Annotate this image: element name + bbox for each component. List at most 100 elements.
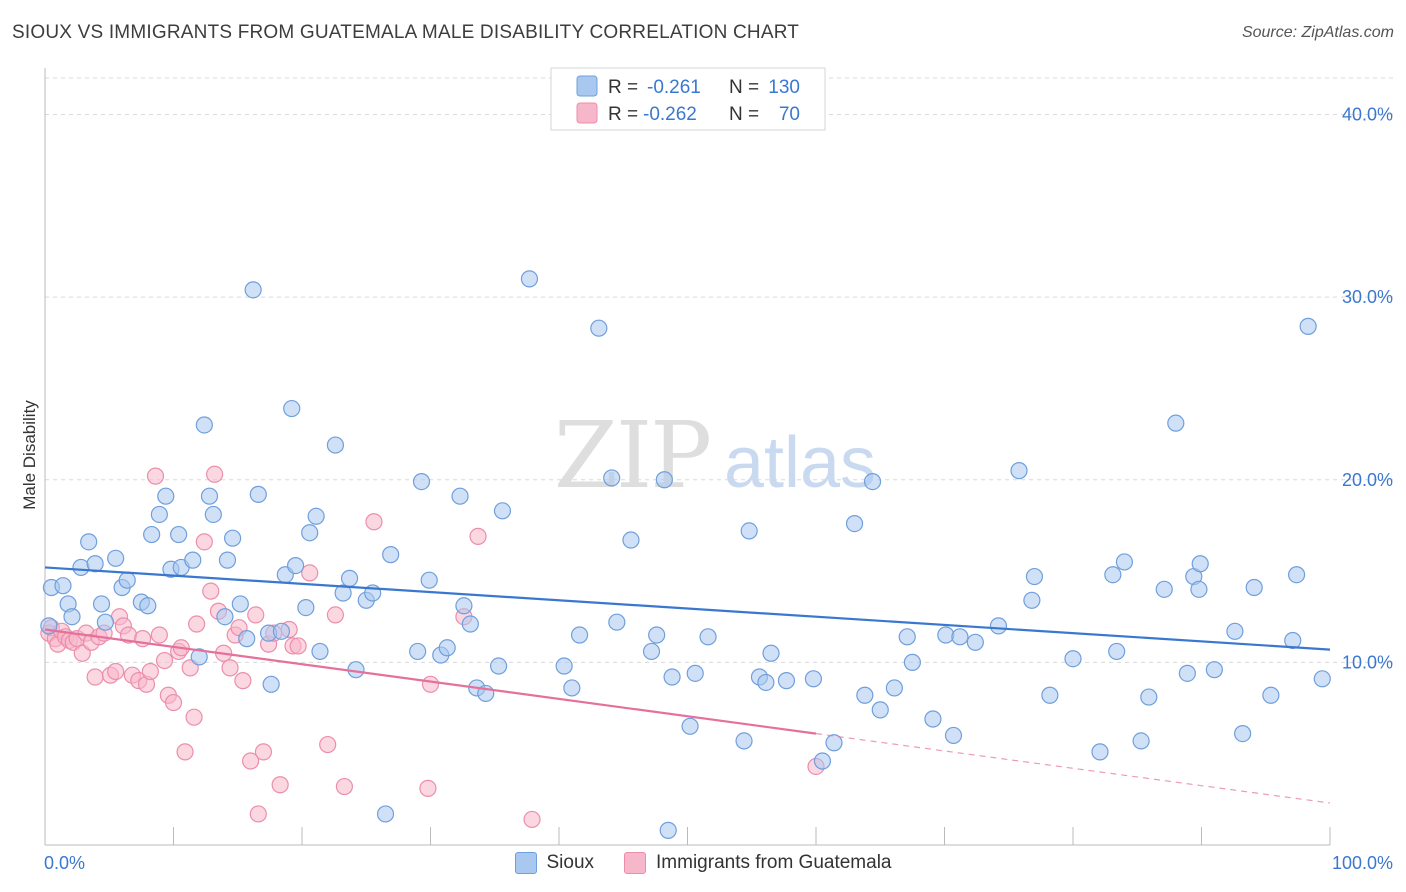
y-tick-label-1: 20.0%	[1342, 470, 1393, 490]
sioux-point-7	[86, 555, 104, 573]
sioux-point-29	[231, 595, 249, 613]
sioux-point-17	[157, 487, 175, 505]
sioux-point-62	[493, 502, 512, 520]
sioux-point-112	[1155, 580, 1173, 598]
sioux-point-58	[461, 615, 479, 633]
sioux-point-123	[1284, 631, 1302, 650]
sioux-point-80	[740, 522, 758, 540]
sioux-point-4	[63, 608, 81, 626]
sioux-point-79	[735, 732, 753, 750]
trend-lines	[44, 566, 1331, 804]
sioux-point-30	[238, 630, 256, 648]
sioux-point-25	[204, 505, 222, 524]
sioux-point-126	[1313, 670, 1331, 688]
sioux-point-111	[1140, 688, 1158, 706]
legend-n-label-2: N =	[729, 104, 759, 125]
sioux-point-35	[272, 622, 291, 640]
guatemala-point-51	[271, 776, 289, 794]
sioux-point-57	[455, 597, 473, 615]
sioux-point-28	[224, 529, 242, 547]
guatemala-point-64	[523, 810, 541, 829]
sioux-point-15	[143, 525, 161, 544]
sioux-point-99	[966, 633, 984, 651]
sioux-point-124	[1287, 566, 1306, 584]
sioux-point-74	[663, 668, 681, 686]
guatemala-point-29	[164, 693, 183, 712]
legend-item-sioux[interactable]: Sioux	[514, 852, 595, 874]
guatemala-point-63	[469, 527, 487, 545]
source-label: Source: ZipAtlas.com	[1241, 24, 1394, 41]
sioux-point-49	[376, 805, 395, 823]
guatemala-point-46	[247, 606, 265, 624]
legend-r-value-1: -0.261	[647, 77, 701, 98]
x-tick-label-0: 0.0%	[44, 853, 85, 873]
legend-label-guatemala: Immigrants from Guatemala	[656, 852, 892, 873]
sioux-point-92	[885, 679, 903, 697]
sioux-point-90	[863, 472, 882, 491]
sioux-point-113	[1167, 414, 1185, 432]
legend-r-label-2: R =	[608, 104, 638, 125]
guatemala-point-32	[176, 743, 194, 761]
sioux-trend-line	[44, 566, 1331, 651]
sioux-point-121	[1245, 578, 1263, 597]
sioux-point-77	[686, 664, 704, 682]
sioux-point-39	[297, 598, 315, 617]
sioux-point-61	[490, 657, 508, 675]
legend-n-label-1: N =	[729, 77, 759, 98]
sioux-point-119	[1226, 622, 1244, 640]
guatemala-point-59	[365, 513, 383, 531]
sioux-point-120	[1234, 725, 1252, 743]
guatemala-point-27	[155, 651, 174, 670]
sioux-point-114	[1178, 664, 1196, 682]
sioux-point-117	[1190, 580, 1208, 598]
sioux-point-66	[570, 626, 589, 644]
sioux-point-63	[520, 270, 539, 288]
legend-item-guatemala[interactable]: Immigrants from Guatemala	[624, 852, 892, 874]
sioux-point-16	[150, 505, 168, 524]
guatemala-point-54	[289, 637, 307, 655]
guatemala-point-37	[202, 582, 220, 600]
sioux-point-89	[856, 686, 874, 704]
guatemala-point-48	[254, 743, 273, 761]
watermark: ZIP atlas	[554, 402, 876, 509]
sioux-point-94	[903, 653, 921, 671]
sioux-point-71	[642, 642, 661, 661]
watermark-zip: ZIP	[554, 402, 710, 509]
sioux-point-110	[1132, 732, 1150, 750]
sioux-point-2	[54, 577, 72, 595]
sioux-point-68	[603, 469, 621, 487]
sioux-point-10	[107, 549, 125, 567]
sioux-point-52	[412, 472, 431, 491]
guatemala-point-25	[146, 467, 165, 485]
legend-r-label-1: R =	[608, 77, 638, 98]
sioux-point-86	[813, 752, 832, 770]
legend-swatch-sioux-bottom	[514, 852, 537, 874]
sioux-point-50	[382, 546, 400, 564]
sioux-point-78	[699, 628, 717, 646]
sioux-point-69	[608, 613, 626, 631]
sioux-point-6	[80, 533, 98, 551]
sioux-point-65	[563, 679, 581, 697]
guatemala-point-16	[107, 662, 125, 681]
sioux-point-40	[301, 524, 319, 542]
sioux-point-9	[96, 613, 114, 631]
sioux-point-116	[1191, 555, 1209, 573]
legend-swatch-sioux	[576, 75, 598, 97]
watermark-atlas: atlas	[724, 423, 876, 503]
sioux-point-73	[655, 471, 673, 489]
sioux-point-55	[438, 639, 456, 657]
sioux-point-31	[244, 281, 262, 299]
y-tick-label-3: 40.0%	[1342, 105, 1393, 125]
sioux-point-88	[845, 514, 864, 533]
sioux-point-37	[283, 399, 301, 418]
guatemala-point-34	[185, 708, 203, 726]
legend-label-sioux: Sioux	[546, 852, 595, 873]
sioux-point-38	[286, 556, 305, 575]
sioux-point-34	[262, 675, 280, 693]
sioux-point-43	[326, 436, 345, 454]
sioux-point-76	[681, 717, 699, 735]
sioux-point-26	[216, 608, 234, 626]
sioux-point-19	[170, 525, 188, 544]
legend-n-value-2: 70	[779, 104, 800, 125]
